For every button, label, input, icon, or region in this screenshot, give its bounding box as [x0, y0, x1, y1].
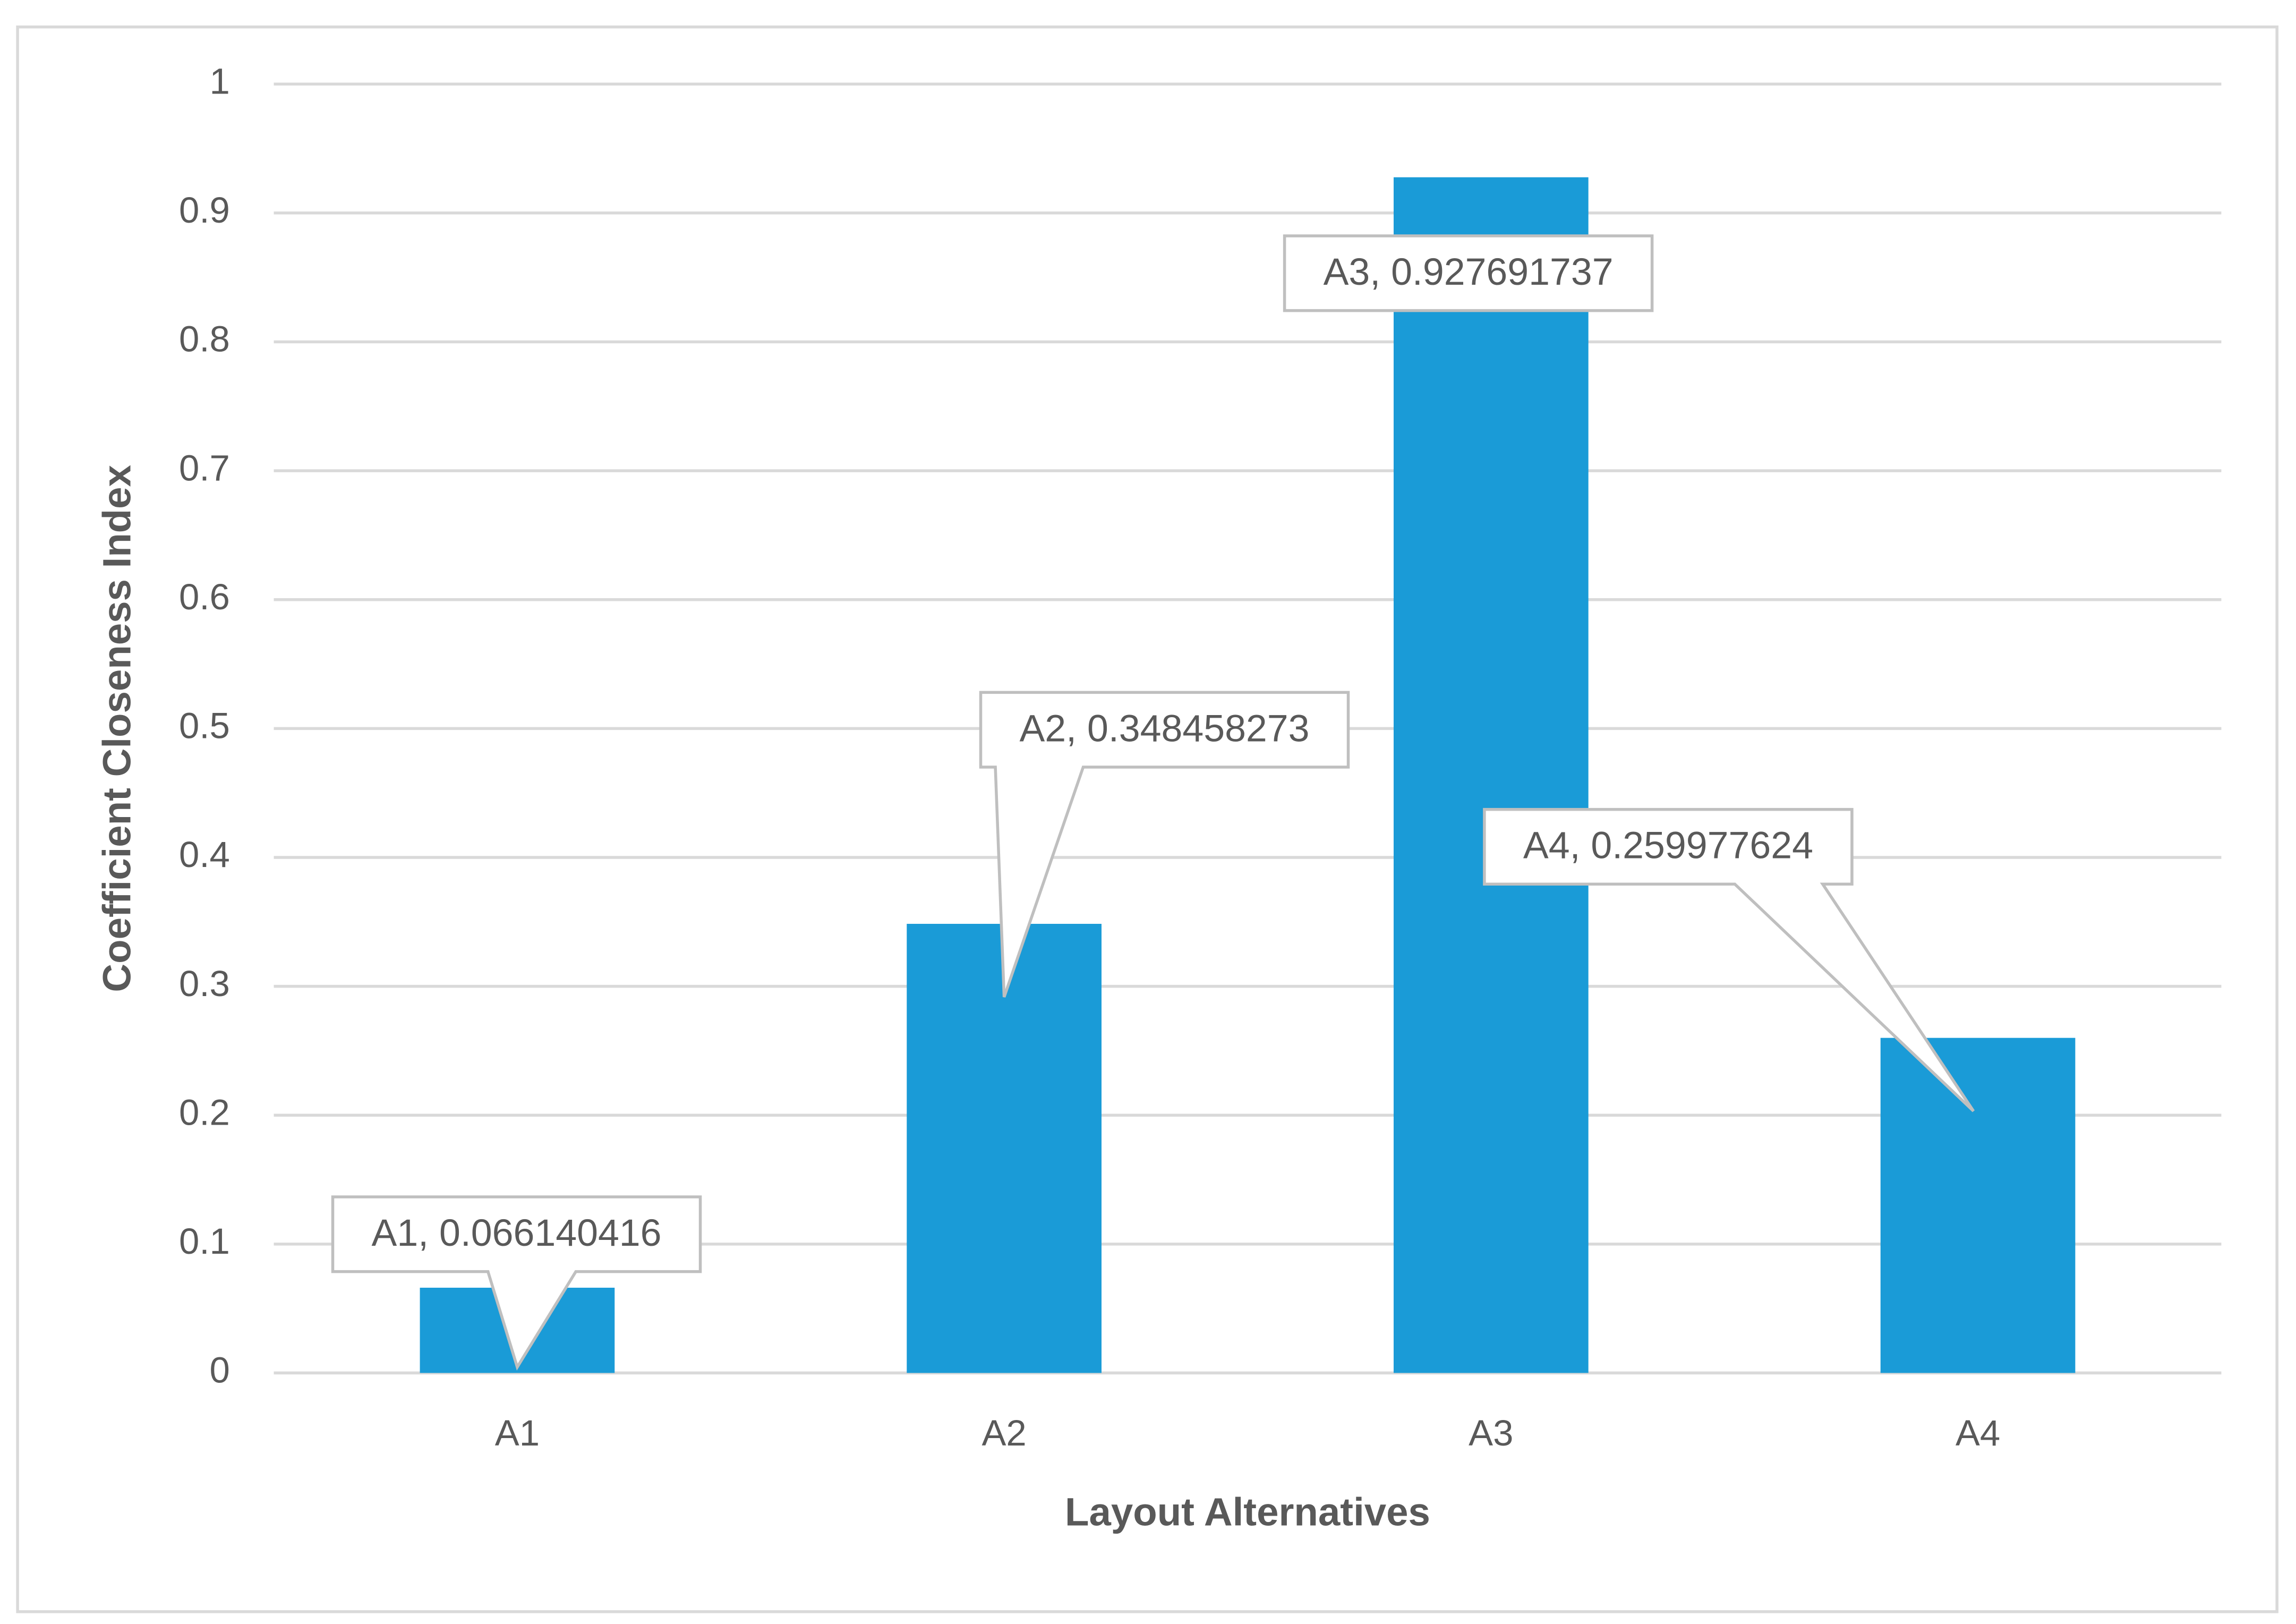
y-tick-label: 0.4 — [179, 834, 230, 875]
bar — [1880, 1038, 2076, 1373]
y-tick-label: 1 — [210, 61, 230, 101]
y-tick-label: 0.1 — [179, 1221, 230, 1262]
x-tick-label: A2 — [981, 1413, 1026, 1453]
y-tick-label: 0.3 — [179, 963, 230, 1004]
y-tick-label: 0.9 — [179, 190, 230, 231]
x-tick-label: A4 — [1956, 1413, 2000, 1453]
bar — [907, 924, 1102, 1373]
data-label: A1, 0.066140416 — [372, 1212, 662, 1254]
callout-box — [1283, 234, 1654, 312]
callout-box — [979, 691, 1350, 998]
y-tick-label: 0.8 — [179, 319, 230, 360]
callout-box — [331, 1195, 702, 1371]
bar — [1393, 177, 1589, 1373]
data-label: A2, 0.348458273 — [1020, 707, 1310, 750]
y-axis-title: Coefficient Closeness Index — [95, 465, 139, 992]
x-tick-label: A3 — [1469, 1413, 1513, 1453]
x-axis-title: Layout Alternatives — [1065, 1490, 1430, 1534]
y-tick-label: 0.2 — [179, 1092, 230, 1133]
x-tick-label: A1 — [495, 1413, 540, 1453]
data-label: A3, 0.927691737 — [1324, 251, 1614, 293]
y-tick-label: 0.5 — [179, 705, 230, 746]
y-tick-label: 0 — [210, 1350, 230, 1391]
data-label: A4, 0.259977624 — [1523, 824, 1813, 867]
callout-box — [1483, 807, 1975, 1112]
y-tick-label: 0.7 — [179, 447, 230, 488]
y-tick-label: 0.6 — [179, 576, 230, 617]
